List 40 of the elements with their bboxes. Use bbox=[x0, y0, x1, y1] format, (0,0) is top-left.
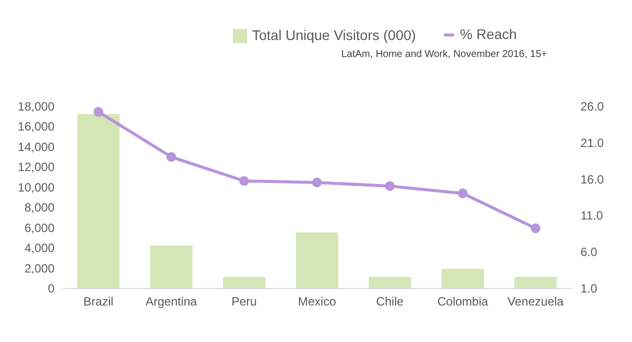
bar bbox=[442, 268, 484, 288]
y2-tick-label: 11.0 bbox=[580, 208, 604, 223]
bar bbox=[514, 276, 557, 288]
y-tick-label: 12,000 bbox=[18, 160, 55, 174]
x-tick-label: Colombia bbox=[437, 294, 488, 308]
x-tick-label: Argentina bbox=[146, 294, 198, 308]
y-tick-label: 18,000 bbox=[18, 100, 55, 114]
legend-label: % Reach bbox=[460, 26, 517, 42]
y2-tick-label: 16.0 bbox=[580, 172, 604, 186]
legend-label: Total Unique Visitors (000) bbox=[252, 27, 416, 43]
y2-tick-label: 21.0 bbox=[580, 136, 604, 150]
x-tick-label: Mexico bbox=[298, 294, 336, 308]
point bbox=[239, 176, 250, 186]
y2-tick-label: 6.0 bbox=[580, 245, 598, 260]
y-tick-label: 0 bbox=[48, 282, 55, 296]
x-tick-label: Brazil bbox=[83, 294, 114, 308]
bar bbox=[368, 276, 411, 288]
y-tick-label: 16,000 bbox=[18, 120, 55, 134]
y-tick-label: 2,000 bbox=[24, 261, 55, 276]
y-tick-label: 6,000 bbox=[24, 220, 55, 235]
y2-tick-label: 26.0 bbox=[580, 100, 604, 114]
bar bbox=[223, 276, 266, 288]
point bbox=[458, 188, 468, 198]
x-tick-label: Peru bbox=[231, 294, 257, 308]
y2-tick-label: 1.0 bbox=[580, 282, 598, 296]
point bbox=[166, 152, 176, 162]
x-tick-label: Chile bbox=[376, 294, 404, 308]
bar bbox=[77, 114, 120, 288]
text: LatAm, Home and Work, November 2016, 15+ bbox=[341, 49, 548, 60]
point bbox=[312, 178, 322, 188]
y-tick-label: 14,000 bbox=[18, 140, 55, 154]
point bbox=[384, 181, 395, 191]
x-tick-label: Venezuela bbox=[508, 294, 564, 308]
bar bbox=[150, 246, 192, 288]
point bbox=[530, 223, 540, 234]
point bbox=[94, 106, 104, 117]
bar bbox=[296, 232, 338, 288]
y-tick-label: 8,000 bbox=[24, 200, 55, 215]
y-tick-label: 10,000 bbox=[18, 180, 55, 194]
y-tick-label: 4,000 bbox=[24, 241, 55, 256]
